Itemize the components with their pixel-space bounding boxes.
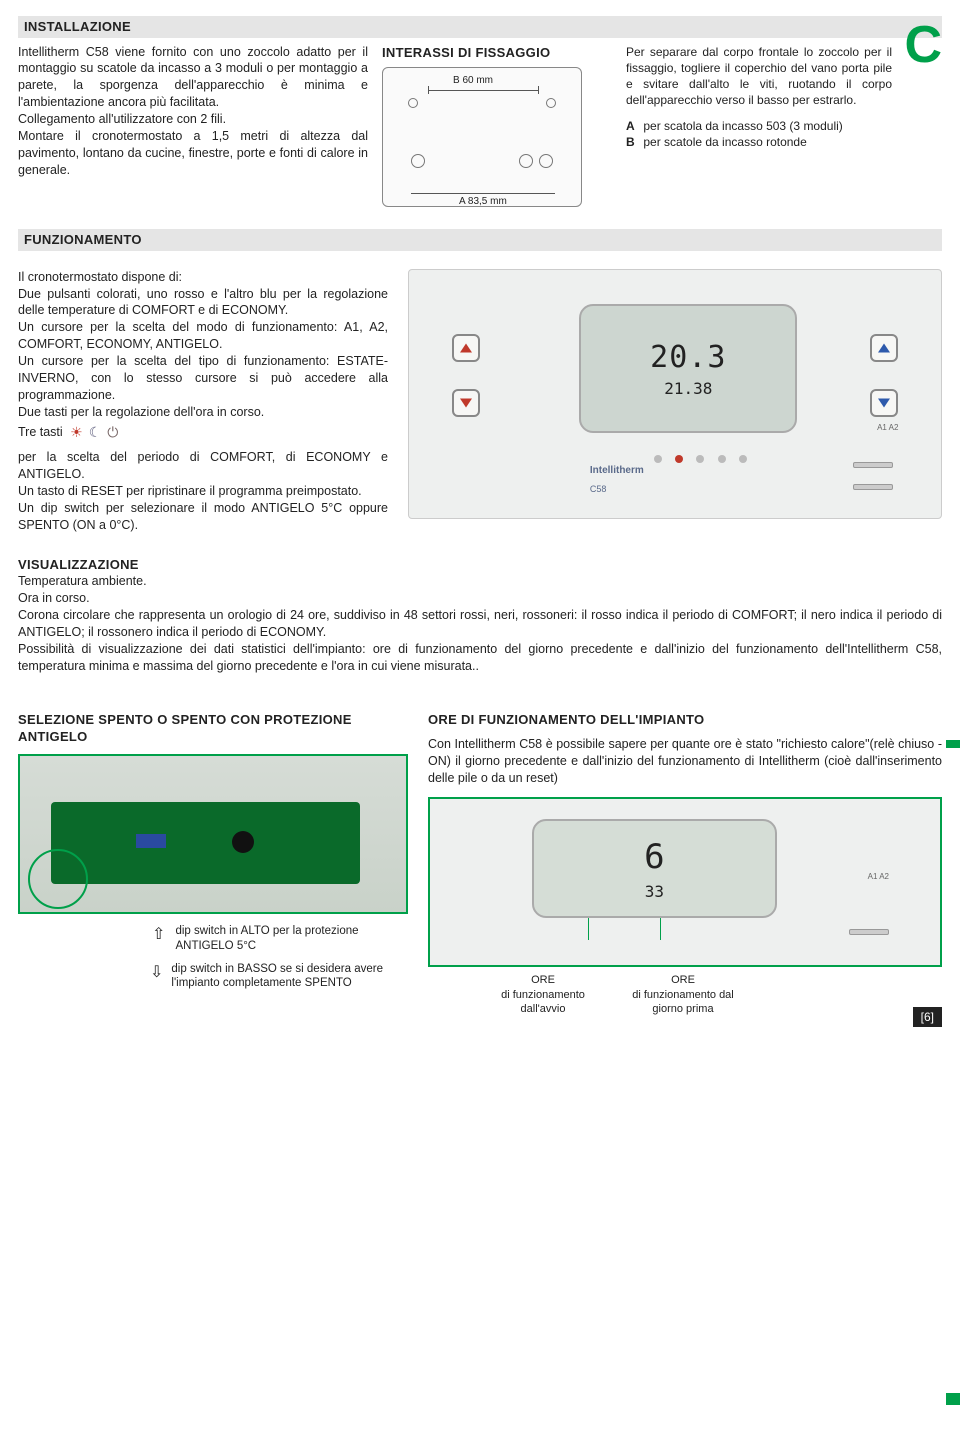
arrow-down-icon: ⇩ — [150, 962, 163, 992]
interassi-diagram: B 60 mm A 83,5 mm — [382, 67, 582, 207]
separare-body: Per separare dal corpo frontale lo zocco… — [626, 44, 892, 109]
power-icon: ⏻ — [107, 423, 118, 442]
visualizzazione-title: VISUALIZZAZIONE — [18, 556, 942, 574]
funzionamento-title: FUNZIONAMENTO — [18, 229, 942, 251]
lcd-temp: 20.3 — [650, 338, 726, 379]
key-a-text: per scatola da incasso 503 (3 moduli) — [643, 119, 842, 133]
blue-down-button — [870, 389, 898, 417]
vis-l1: Temperatura ambiente. — [18, 573, 942, 590]
ore-photo: 6 33 A1 A2 — [428, 797, 942, 967]
grey-dot3-icon — [718, 455, 726, 463]
grey-dot4-icon — [739, 455, 747, 463]
red-up-button — [452, 334, 480, 362]
installazione-body: Intellitherm C58 viene fornito con uno z… — [18, 44, 368, 208]
green-accent-bar-2 — [946, 1393, 960, 1405]
grey-dot-icon — [654, 455, 662, 463]
selezione-title: SELEZIONE SPENTO O SPENTO CON PROTEZIONE… — [18, 711, 408, 746]
key-a: A — [626, 118, 640, 134]
brand-label: Intellitherm — [590, 464, 644, 478]
page-number: [6] — [913, 1007, 942, 1027]
green-accent-bar — [946, 740, 960, 748]
red-down-button — [452, 389, 480, 417]
ore-label1-title: ORE — [488, 973, 598, 988]
key-b: B — [626, 134, 640, 150]
grey-dot2-icon — [696, 455, 704, 463]
dip-alto-text: dip switch in ALTO per la protezione ANT… — [175, 924, 408, 954]
model-label: C58 — [590, 483, 607, 495]
ore-lcd-small: 33 — [645, 881, 664, 903]
ore-slider-icon — [849, 929, 889, 935]
ore-body: Con Intellitherm C58 è possibile sapere … — [428, 736, 942, 787]
lcd-time: 21.38 — [664, 378, 712, 400]
ore-label1-body: di funzionamento dall'avvio — [488, 988, 598, 1018]
ore-label2-title: ORE — [628, 973, 738, 988]
installazione-title: INSTALLAZIONE — [18, 16, 942, 38]
ore-title: ORE DI FUNZIONAMENTO DELL'IMPIANTO — [428, 711, 942, 729]
sun-icon: ☀ — [70, 423, 83, 442]
funz-p1: Il cronotermostato dispone di: Due pulsa… — [18, 269, 388, 421]
interassi-a-label: A 83,5 mm — [459, 195, 507, 209]
mode-labels: A1 A2 — [877, 423, 898, 434]
ore-mode-labels: A1 A2 — [868, 872, 889, 883]
slider-icon — [853, 462, 893, 468]
blue-up-button — [870, 334, 898, 362]
interassi-title: INTERASSI DI FISSAGGIO — [382, 44, 612, 62]
lcd-display: 20.3 21.38 — [579, 304, 797, 433]
section-letter: C — [904, 10, 942, 80]
key-b-text: per scatole da incasso rotonde — [643, 135, 806, 149]
red-dot-icon — [675, 455, 683, 463]
vis-l4: Possibilità di visualizzazione dei dati … — [18, 641, 942, 675]
funz-p2: per la scelta del periodo di COMFORT, di… — [18, 449, 388, 533]
moon-icon: ☾ — [89, 423, 102, 442]
vis-l2: Ora in corso. — [18, 590, 942, 607]
pcb-photo — [18, 754, 408, 914]
vis-l3: Corona circolare che rappresenta un orol… — [18, 607, 942, 641]
ore-label2-body: di funzionamento dal giorno prima — [628, 988, 738, 1018]
slider2-icon — [853, 484, 893, 490]
ore-lcd-big: 6 — [644, 835, 664, 881]
dip-basso-text: dip switch in BASSO se si desidera avere… — [171, 962, 408, 992]
tre-tasti-label: Tre tasti — [18, 424, 63, 438]
interassi-b-label: B 60 mm — [453, 74, 493, 88]
arrow-up-icon: ⇧ — [150, 924, 167, 954]
thermostat-photo: 20.3 21.38 A1 A2 Intellitherm C58 — [408, 269, 942, 519]
